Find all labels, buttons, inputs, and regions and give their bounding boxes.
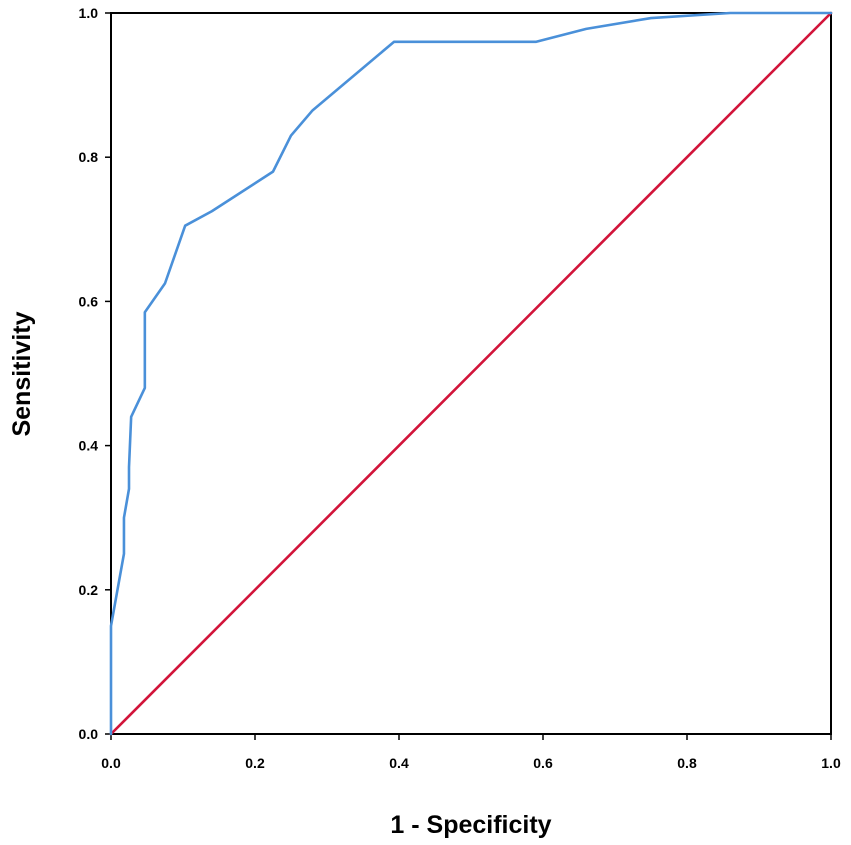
- y-tick-label: 0.0: [79, 726, 99, 742]
- y-tick-label: 0.4: [79, 438, 99, 454]
- reference-diagonal-line: [109, 11, 833, 736]
- x-tick-label: 0.6: [533, 755, 553, 771]
- x-tick-label: 0.2: [245, 755, 265, 771]
- y-tick-label: 0.8: [79, 149, 99, 165]
- x-tick-label: 0.0: [101, 755, 121, 771]
- y-axis-title: Sensitivity: [8, 311, 36, 436]
- y-tick-label: 0.6: [79, 293, 99, 309]
- x-tick-label: 0.8: [677, 755, 697, 771]
- plot-area: 0.0 0.2 0.4 0.6 0.8 1.0 0.0 0.2 0.4 0.6 0.8 1.0: [79, 5, 841, 771]
- plot-frame: [110, 12, 832, 735]
- roc-curve-line: [109, 11, 833, 736]
- x-axis-title: 1 - Specificity: [390, 811, 551, 839]
- x-tick-label: 0.4: [389, 755, 409, 771]
- y-tick-label: 1.0: [79, 5, 99, 21]
- x-tick-label: 1.0: [821, 755, 841, 771]
- y-tick-label: 0.2: [79, 582, 99, 598]
